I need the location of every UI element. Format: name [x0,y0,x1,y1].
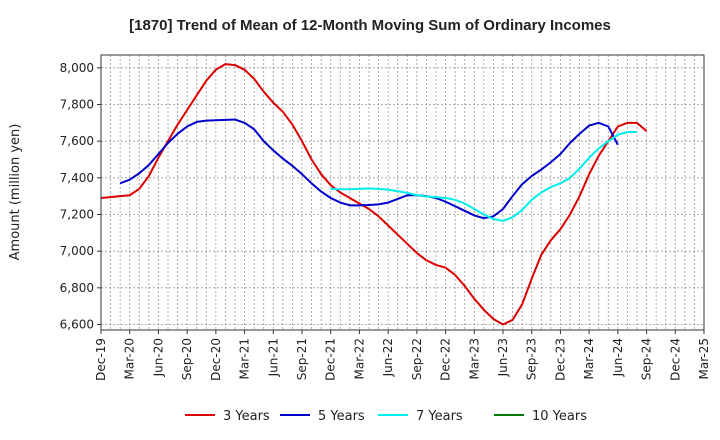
x-tick-label: Dec-21 [324,338,338,381]
legend-label-3-years: 3 Years [223,409,270,424]
legend: 3 Years 5 Years 7 Years 10 Years [185,409,587,424]
series-lines [100,63,648,326]
x-tick-label: Mar-24 [582,338,596,379]
x-tick-label: Sep-20 [180,338,194,380]
x-tick-label: Mar-21 [238,338,252,379]
y-tick-label: 7,600 [60,134,94,148]
y-tick-label: 6,800 [60,281,94,295]
x-tick-label: Dec-20 [209,338,223,381]
x-tick-label: Jun-22 [381,338,395,377]
x-tick-labels: Dec-19 Mar-20 Jun-20 Sep-20 Dec-20 Mar-21 Jun-… [94,338,711,381]
x-tick-label: Sep-23 [525,338,539,380]
y-tick-label: 7,800 [60,98,94,112]
legend-label-5-years: 5 Years [318,409,365,424]
x-tick-label: Mar-25 [697,338,711,379]
y-tick-labels: 6,600 6,800 7,000 7,200 7,400 7,600 7,800 8,000 [60,61,94,332]
y-tick-label: 7,000 [60,244,94,258]
y-tick-label: 7,200 [60,208,94,222]
x-tick-label: Jun-23 [496,338,510,377]
plot-area-frame [100,54,705,331]
x-tick-label: Sep-22 [410,338,424,380]
x-tick-label: Mar-23 [467,338,481,379]
chart-title: [1870] Trend of Mean of 12-Month Moving … [129,17,611,34]
series-line-7-years [330,131,637,222]
legend-label-10-years: 10 Years [532,409,587,424]
legend-label-7-years: 7 Years [416,409,463,424]
x-tick-label: Dec-19 [94,338,108,381]
x-tick-label: Sep-24 [640,338,654,380]
x-tick-label: Jun-24 [611,338,625,377]
y-tick-label: 8,000 [60,61,94,75]
x-tick-label: Dec-23 [553,338,567,381]
x-tick-label: Sep-21 [295,338,309,380]
x-tick-label: Mar-20 [123,338,137,379]
y-axis-label: Amount (million yen) [8,124,23,261]
x-tick-label: Jun-20 [151,338,165,377]
y-tick-label: 6,600 [60,318,94,332]
x-tick-label: Dec-24 [668,338,682,381]
series-line-3-years [100,63,648,326]
series-line-5-years [119,118,619,220]
x-tick-label: Mar-22 [352,338,366,379]
y-tick-label: 7,400 [60,171,94,185]
x-tick-label: Dec-22 [439,338,453,381]
x-tick-label: Jun-21 [266,338,280,377]
